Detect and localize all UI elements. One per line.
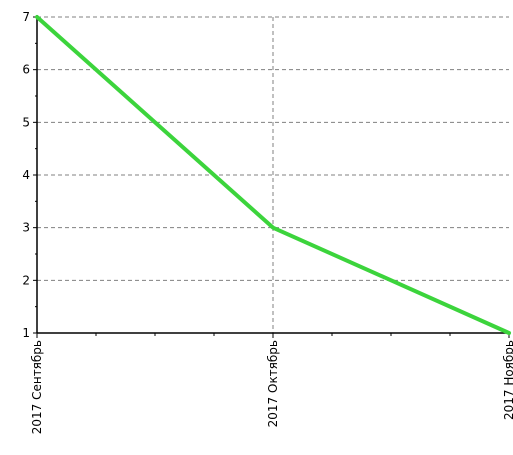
grid-layer — [37, 16, 509, 333]
y-tick-label: 1 — [22, 326, 30, 340]
y-tick-label: 4 — [22, 168, 30, 182]
x-tick-label: 2017 Сентябрь — [30, 340, 44, 434]
axis-layer — [33, 15, 510, 338]
x-tick-label: 2017 Октябрь — [266, 340, 280, 427]
x-tick-label: 2017 Ноябрь — [502, 340, 513, 420]
y-tick-label: 6 — [22, 63, 30, 77]
y-tick-labels: 1 2 3 4 5 6 7 — [22, 10, 30, 340]
y-tick-label: 5 — [22, 115, 30, 129]
x-tick-labels: 2017 Сентябрь 2017 Октябрь 2017 Ноябрь — [30, 340, 513, 434]
series-layer — [35, 15, 511, 335]
y-tick-label: 3 — [22, 221, 30, 235]
y-tick-label: 7 — [22, 10, 30, 24]
y-tick-label: 2 — [22, 273, 30, 287]
